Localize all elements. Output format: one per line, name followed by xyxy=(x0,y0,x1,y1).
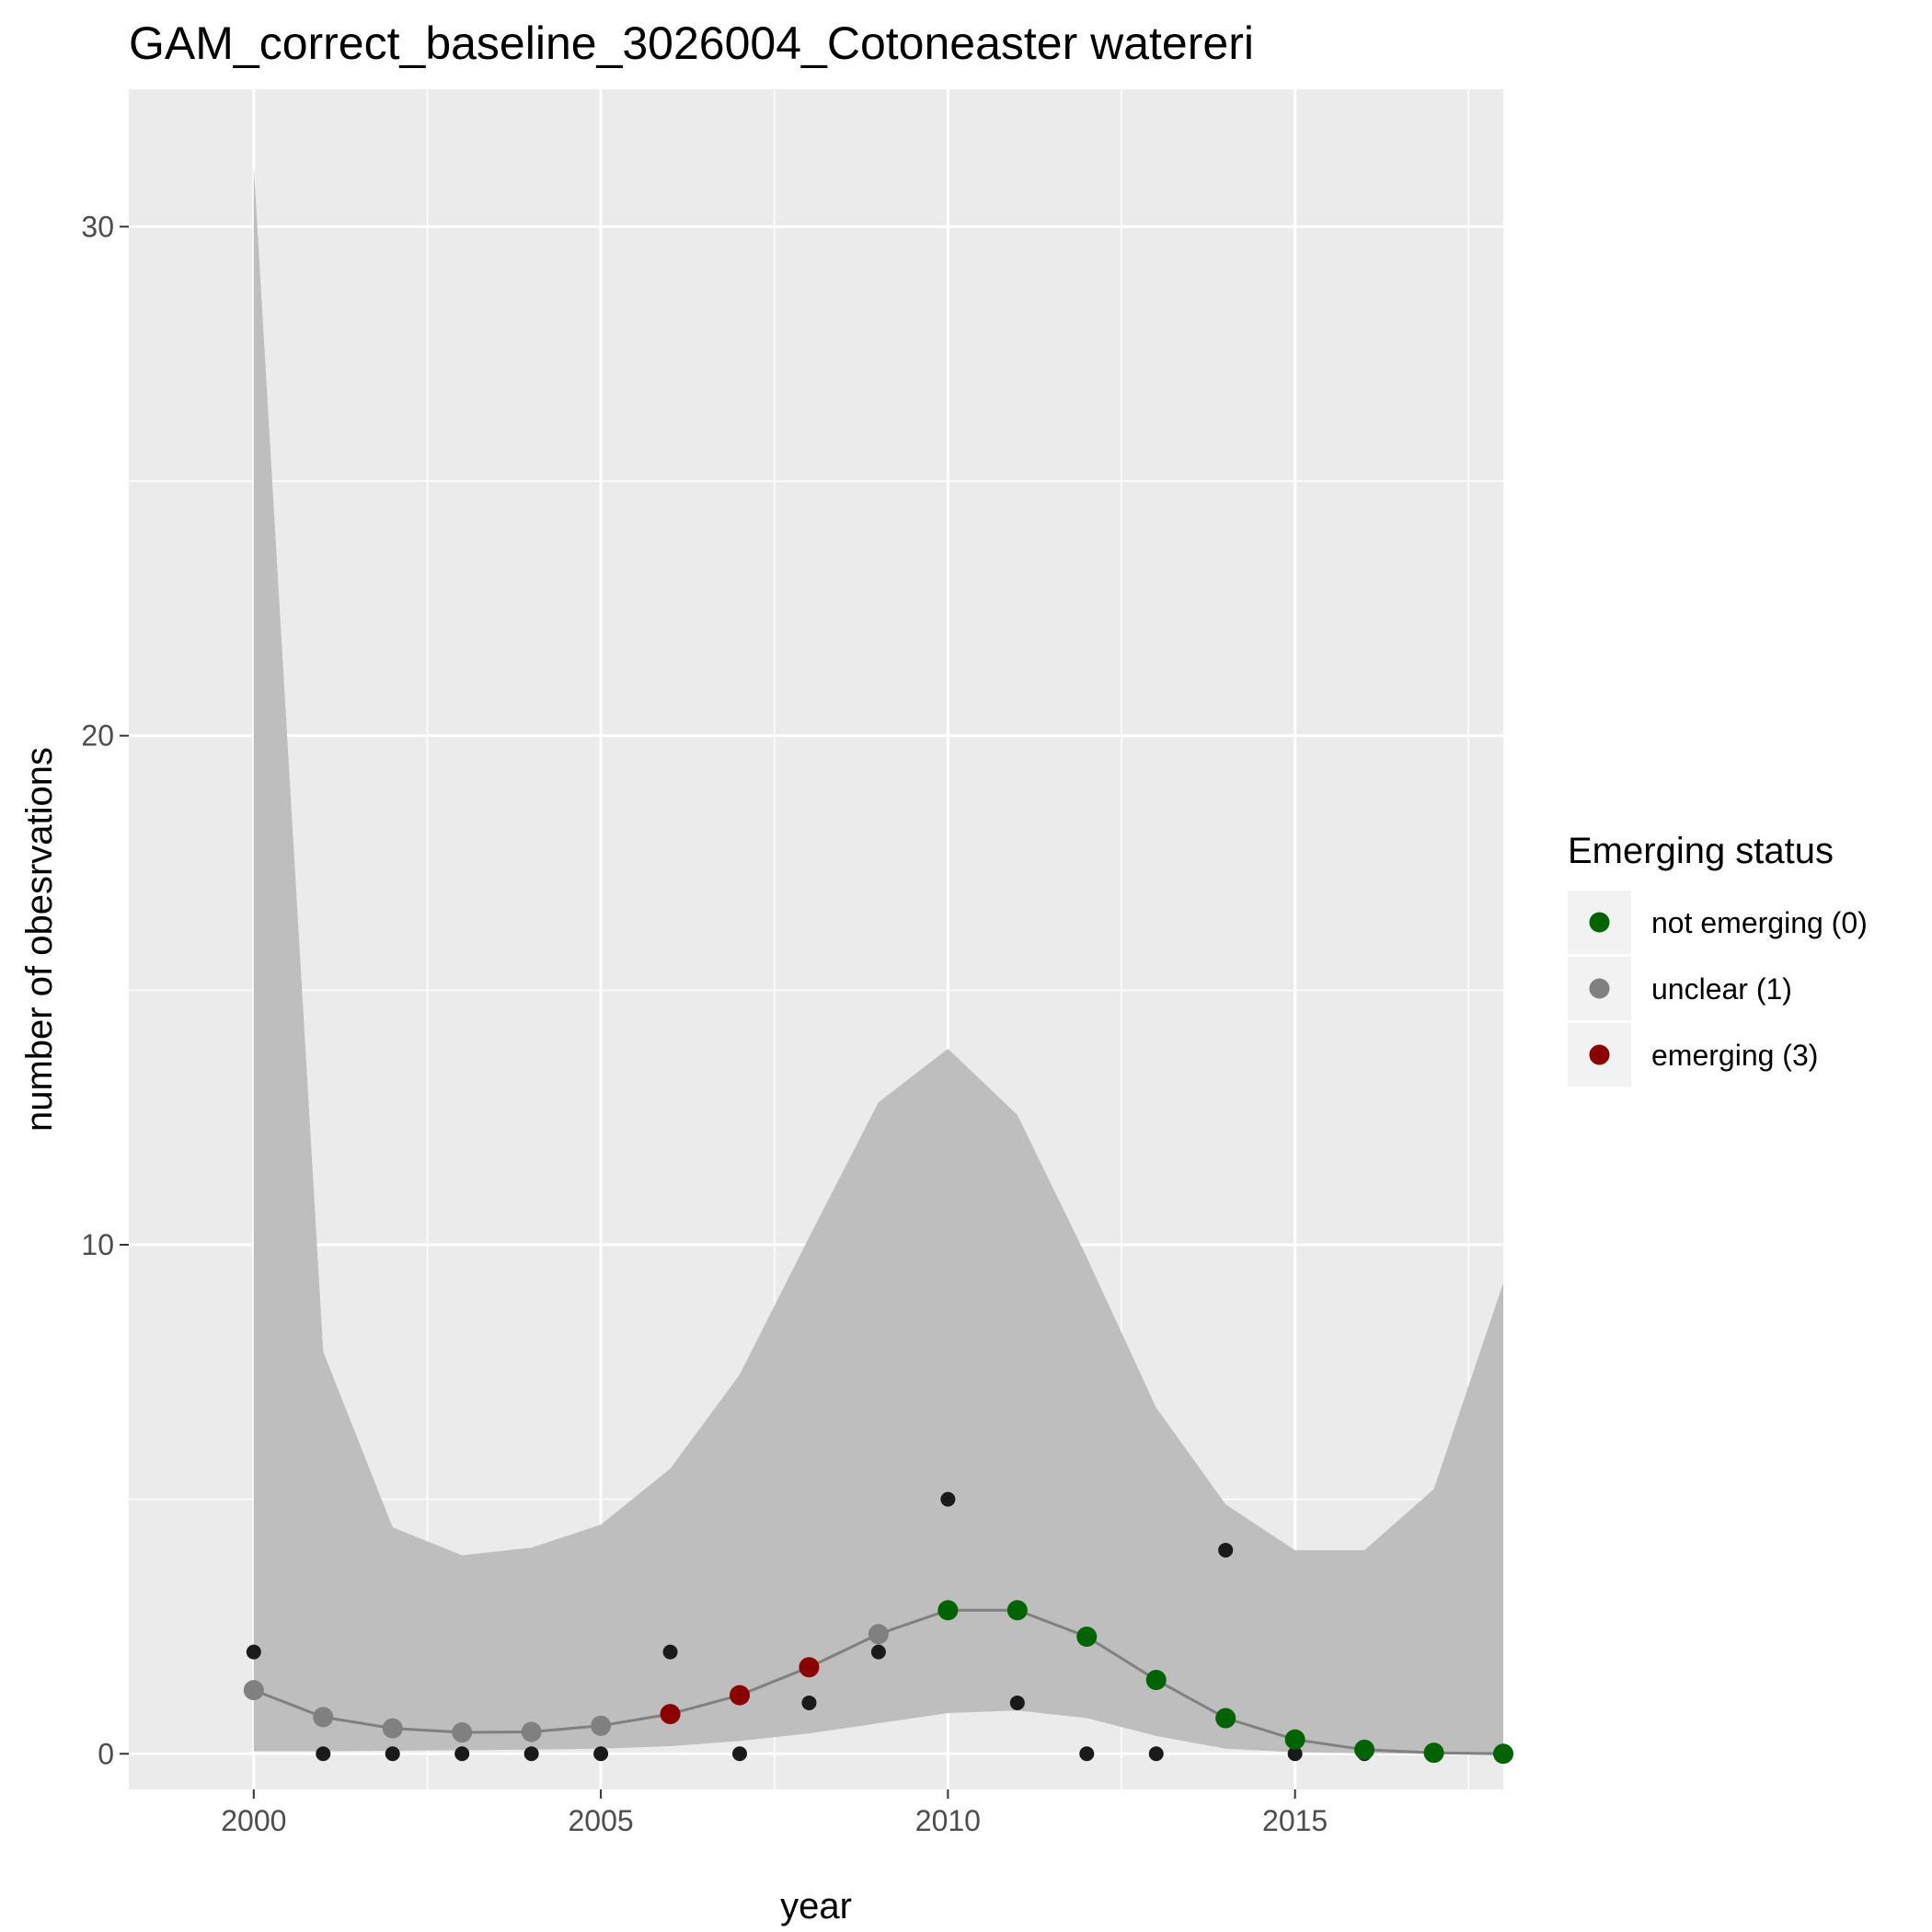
observed-point xyxy=(801,1695,817,1710)
fitted-point xyxy=(1006,1600,1028,1621)
x-tick-label: 2015 xyxy=(1262,1804,1328,1837)
observed-point xyxy=(316,1746,331,1762)
observed-point xyxy=(940,1491,956,1507)
observed-point xyxy=(1148,1746,1164,1762)
y-tick-label: 10 xyxy=(81,1228,114,1261)
legend-title: Emerging status xyxy=(1568,831,1834,871)
observed-point xyxy=(454,1746,470,1762)
observed-point xyxy=(1079,1746,1095,1762)
observed-point xyxy=(1287,1746,1303,1762)
observed-point xyxy=(1218,1542,1234,1558)
fitted-point xyxy=(1215,1708,1236,1729)
observed-point xyxy=(1009,1695,1025,1710)
legend-label: not emerging (0) xyxy=(1651,906,1868,939)
fitted-point xyxy=(1354,1739,1375,1760)
x-tick-label: 2005 xyxy=(568,1804,633,1837)
legend-entries: not emerging (0) unclear (1) emerging (3) xyxy=(1568,891,1868,1087)
fitted-point xyxy=(313,1707,334,1728)
observed-point xyxy=(870,1644,886,1660)
fitted-point xyxy=(382,1718,403,1739)
observed-point xyxy=(732,1746,747,1762)
fitted-point xyxy=(937,1600,959,1621)
legend-swatch xyxy=(1589,912,1610,933)
fitted-point xyxy=(1145,1670,1167,1691)
fitted-point xyxy=(730,1685,750,1706)
fitted-point xyxy=(1493,1743,1513,1765)
x-axis: 2000 2005 2010 2015 xyxy=(221,1789,1328,1837)
fitted-point xyxy=(591,1715,612,1736)
fitted-point xyxy=(868,1624,889,1645)
fitted-point xyxy=(1284,1729,1305,1750)
fitted-point xyxy=(452,1722,473,1743)
fitted-point xyxy=(799,1657,820,1678)
fitted-point xyxy=(243,1680,264,1701)
fitted-point xyxy=(1076,1627,1098,1648)
observed-point xyxy=(385,1746,400,1762)
legend: Emerging status not emerging (0) unclear … xyxy=(1568,831,1868,1087)
legend-label: unclear (1) xyxy=(1651,972,1792,1006)
x-axis-title: year xyxy=(780,1886,852,1926)
confidence-ribbon-layer xyxy=(253,166,1503,1754)
legend-swatch xyxy=(1589,1044,1610,1065)
y-tick-label: 20 xyxy=(81,719,114,753)
y-axis-title: number of obesrvations xyxy=(19,747,60,1132)
fitted-point xyxy=(660,1704,681,1725)
chart-title: GAM_correct_baseline_3026004_Cotoneaster… xyxy=(129,17,1254,69)
observed-point xyxy=(662,1644,678,1660)
y-tick-label: 30 xyxy=(81,210,114,243)
y-tick-label: 0 xyxy=(98,1737,114,1770)
y-axis: 0 10 20 30 xyxy=(81,210,129,1770)
observed-point xyxy=(523,1746,539,1762)
observed-point xyxy=(246,1644,261,1660)
confidence-ribbon xyxy=(253,166,1503,1754)
observed-point xyxy=(593,1746,609,1762)
x-tick-label: 2010 xyxy=(915,1804,981,1837)
legend-label: emerging (3) xyxy=(1651,1039,1818,1072)
fitted-line-layer xyxy=(243,1600,1513,1765)
x-tick-label: 2000 xyxy=(221,1804,286,1837)
legend-swatch xyxy=(1589,978,1610,999)
fitted-point xyxy=(521,1721,542,1742)
fitted-point xyxy=(1423,1742,1444,1764)
grid-minor xyxy=(129,89,1503,1789)
